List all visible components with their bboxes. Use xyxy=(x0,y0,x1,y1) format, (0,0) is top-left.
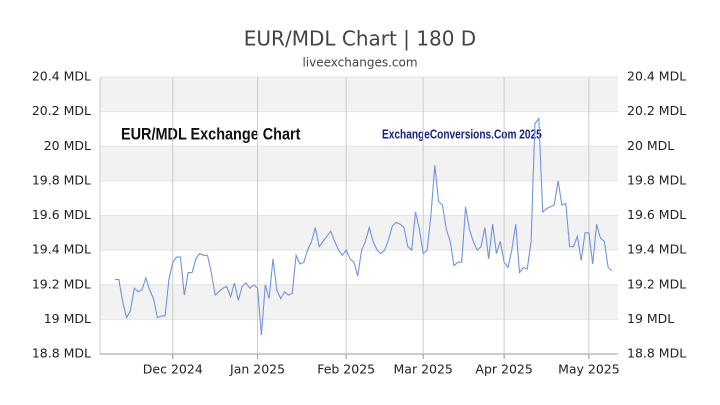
grid-band xyxy=(100,146,618,181)
x-tick-label: Feb 2025 xyxy=(317,362,375,377)
y-tick-label-right: 19.8 MDL xyxy=(627,172,686,187)
y-tick-label: 20.2 MDL xyxy=(32,103,91,118)
y-tick-label-right: 19 MDL xyxy=(627,311,674,326)
y-tick-label-right: 20.2 MDL xyxy=(627,103,686,118)
annotation: ExchangeConversions.Com 2025 xyxy=(382,127,542,141)
chart-title: EUR/MDL Chart | 180 D xyxy=(244,27,476,51)
x-tick-label: Apr 2025 xyxy=(475,362,532,377)
grid-band xyxy=(100,215,618,251)
y-tick-label: 18.8 MDL xyxy=(32,346,91,361)
chart-subtitle: liveexchanges.com xyxy=(302,56,417,70)
y-tick-label-right: 20.4 MDL xyxy=(627,69,686,84)
y-tick-label-right: 19.6 MDL xyxy=(627,207,686,222)
y-tick-label: 19 MDL xyxy=(44,311,91,326)
data-line xyxy=(115,116,613,336)
y-tick-label: 19.8 MDL xyxy=(32,172,91,187)
x-tick-label: Jan 2025 xyxy=(229,362,285,377)
x-tick-label: May 2025 xyxy=(558,362,620,377)
y-tick-label: 19.4 MDL xyxy=(32,242,91,257)
y-tick-label: 19.6 MDL xyxy=(32,207,91,222)
y-tick-label-right: 20 MDL xyxy=(627,138,674,153)
x-tick-label: Mar 2025 xyxy=(394,362,453,377)
y-tick-label: 20 MDL xyxy=(44,138,91,153)
y-tick-label-right: 18.8 MDL xyxy=(627,346,686,361)
y-tick-label-right: 19.2 MDL xyxy=(627,276,686,291)
y-tick-label-right: 19.4 MDL xyxy=(627,242,686,257)
annotation: EUR/MDL Exchange Chart xyxy=(121,125,301,143)
y-tick-label: 20.4 MDL xyxy=(32,69,91,84)
y-tick-label: 19.2 MDL xyxy=(32,276,91,291)
grid-band xyxy=(100,77,618,112)
grid-band xyxy=(100,284,618,320)
x-tick-label: Dec 2024 xyxy=(143,362,203,377)
